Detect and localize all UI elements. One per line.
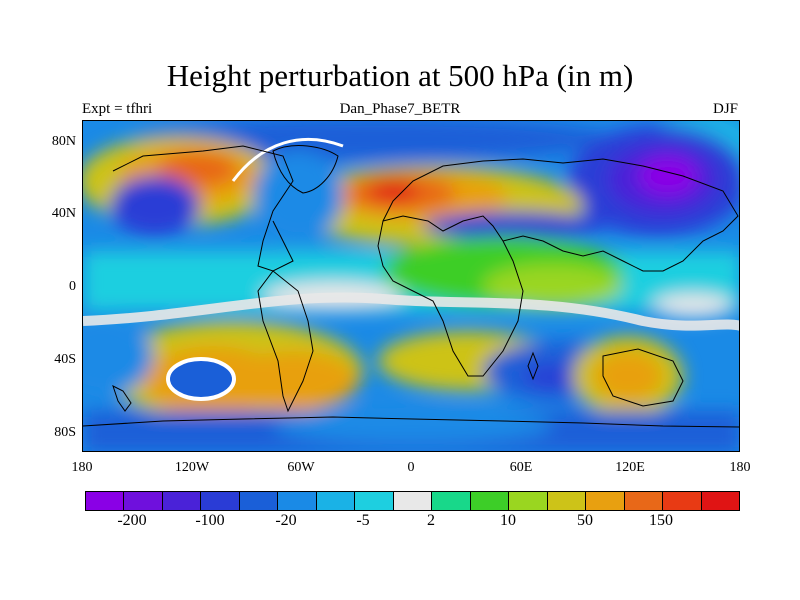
season-label: DJF: [712, 101, 738, 117]
run-name-label: Dan_Phase7_BETR: [339, 101, 461, 117]
zero-contour-line: [231, 138, 344, 182]
colorbar-label: 150: [649, 512, 673, 529]
lon-tick-60e: 60E: [509, 460, 533, 475]
colorbar-swatch: [663, 492, 702, 510]
colorbar-swatch: [239, 492, 279, 510]
colorbar-swatch: [432, 492, 471, 510]
lat-tick-40s: 40S: [54, 352, 76, 367]
lon-tick-120w: 120W: [174, 460, 210, 475]
colorbar-swatch: [316, 492, 356, 510]
colorbar-label: 50: [577, 512, 593, 529]
colorbar-swatch: [86, 492, 125, 510]
colorbar-label: -200: [117, 512, 147, 529]
experiment-label: Expt = tfhri: [82, 101, 153, 117]
lat-tick-0: 0: [69, 279, 76, 294]
lat-tick-40n: 40N: [51, 206, 76, 221]
contour-field: [83, 121, 739, 451]
lon-tick-0: 0: [407, 460, 415, 475]
colorbar-swatch: [201, 492, 240, 510]
colorbar-swatch: [124, 492, 163, 510]
colorbar-swatch: [701, 492, 739, 510]
colorbar-label: 2: [427, 512, 435, 529]
south-pacific-low: [166, 357, 236, 401]
colorbar-swatch: [624, 492, 664, 510]
colorbar-swatch: [162, 492, 202, 510]
lon-tick-180w: 180: [71, 460, 93, 475]
height-perturbation-map: [82, 120, 740, 452]
colorbar-label: -100: [195, 512, 225, 529]
colorbar-swatch: [547, 492, 587, 510]
colorbar-label: 10: [500, 512, 516, 529]
colorbar-label: -20: [275, 512, 297, 529]
colorbar-swatch: [470, 492, 510, 510]
colorbar-swatch: [393, 492, 433, 510]
colorbar-swatch: [509, 492, 548, 510]
colorbar: [85, 491, 740, 511]
colorbar-swatch: [586, 492, 625, 510]
colorbar-swatch: [355, 492, 394, 510]
coastlines: [83, 145, 739, 428]
lat-tick-80s: 80S: [54, 425, 76, 440]
plot-title: Height perturbation at 500 hPa (in m): [166, 58, 634, 93]
map-svg: [83, 121, 739, 451]
colorbar-label: -5: [356, 512, 370, 529]
colorbar-swatch: [278, 492, 317, 510]
lat-tick-80n: 80N: [51, 134, 76, 149]
lon-tick-60w: 60W: [287, 460, 315, 475]
zero-contour-band: [83, 292, 739, 331]
lon-tick-120e: 120E: [615, 460, 645, 475]
lon-tick-180e: 180: [729, 460, 751, 475]
